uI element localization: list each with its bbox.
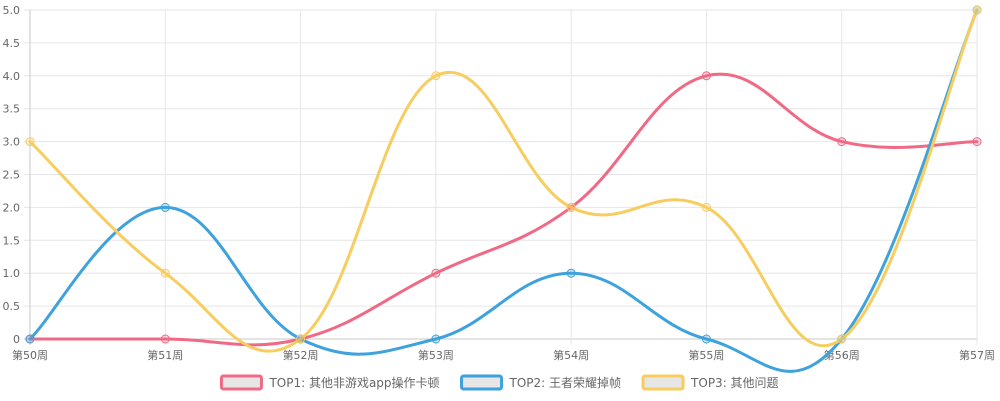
y-tick-label: 1.5 bbox=[3, 234, 21, 247]
y-tick-label: 4.0 bbox=[3, 70, 21, 83]
data-point-top3[interactable] bbox=[837, 334, 847, 344]
series-line-top1 bbox=[28, 72, 979, 347]
y-tick-label: 0.5 bbox=[3, 300, 21, 313]
data-point-top3[interactable] bbox=[160, 268, 170, 278]
x-tick-label: 第50周 bbox=[12, 348, 48, 362]
legend-item-top1[interactable]: TOP1: 其他非游戏app操作卡顿 bbox=[219, 374, 440, 391]
data-point-top2[interactable] bbox=[25, 334, 35, 344]
legend-item-top2[interactable]: TOP2: 王者荣耀掉帧 bbox=[460, 374, 622, 391]
y-tick-label: 3.5 bbox=[3, 103, 21, 116]
y-tick-label: 0 bbox=[13, 333, 20, 346]
x-tick-label: 第57周 bbox=[959, 348, 995, 362]
axis-layer: 0 0.5 1.0 1.5 2.0 2.5 3.0 3.5 4.0 4.5 5.0 第50周 第51周 第… bbox=[3, 4, 996, 362]
x-tick-label: 第53周 bbox=[418, 348, 454, 362]
x-tick-label: 第54周 bbox=[553, 348, 589, 362]
data-point-top2[interactable] bbox=[701, 334, 711, 344]
legend-swatch bbox=[641, 374, 685, 391]
y-tick-label: 2.5 bbox=[3, 169, 21, 182]
y-tick-label: 3.0 bbox=[3, 136, 21, 149]
x-tick-label: 第52周 bbox=[283, 348, 319, 362]
data-point-top2[interactable] bbox=[566, 268, 576, 278]
data-point-top1[interactable] bbox=[837, 137, 847, 147]
y-tick-label: 5.0 bbox=[3, 4, 21, 17]
grid-layer bbox=[24, 9, 978, 345]
x-tick-label: 第55周 bbox=[688, 348, 724, 362]
legend-swatch bbox=[219, 374, 263, 391]
data-point-top1[interactable] bbox=[972, 137, 982, 147]
x-tick-label: 第56周 bbox=[824, 348, 860, 362]
data-point-top2[interactable] bbox=[160, 202, 170, 212]
data-point-top3[interactable] bbox=[701, 202, 711, 212]
legend-label: TOP1: 其他非游戏app操作卡顿 bbox=[268, 375, 439, 390]
data-point-top3[interactable] bbox=[566, 202, 576, 212]
data-point-top3[interactable] bbox=[972, 5, 982, 15]
data-point-top1[interactable] bbox=[701, 71, 711, 81]
legend-item-top3[interactable]: TOP3: 其他问题 bbox=[641, 374, 779, 391]
data-point-top3[interactable] bbox=[296, 334, 306, 344]
series-layer bbox=[25, 5, 982, 373]
data-point-top2[interactable] bbox=[431, 334, 441, 344]
y-tick-label: 2.0 bbox=[3, 201, 21, 214]
y-tick-label: 1.0 bbox=[3, 267, 21, 280]
series-line-top2 bbox=[28, 8, 979, 373]
legend-swatch bbox=[460, 374, 504, 391]
series-line-top3 bbox=[28, 8, 979, 353]
data-point-top3[interactable] bbox=[431, 71, 441, 81]
x-tick-label: 第51周 bbox=[147, 348, 183, 362]
data-point-top1[interactable] bbox=[160, 334, 170, 344]
legend-label: TOP3: 其他问题 bbox=[690, 376, 779, 390]
legend-label: TOP2: 王者荣耀掉帧 bbox=[509, 376, 622, 390]
legend[interactable]: TOP1: 其他非游戏app操作卡顿 TOP2: 王者荣耀掉帧 TOP3: 其他问题 bbox=[219, 374, 779, 391]
data-point-top3[interactable] bbox=[25, 137, 35, 147]
y-tick-label: 4.5 bbox=[3, 37, 21, 50]
data-point-top1[interactable] bbox=[431, 268, 441, 278]
